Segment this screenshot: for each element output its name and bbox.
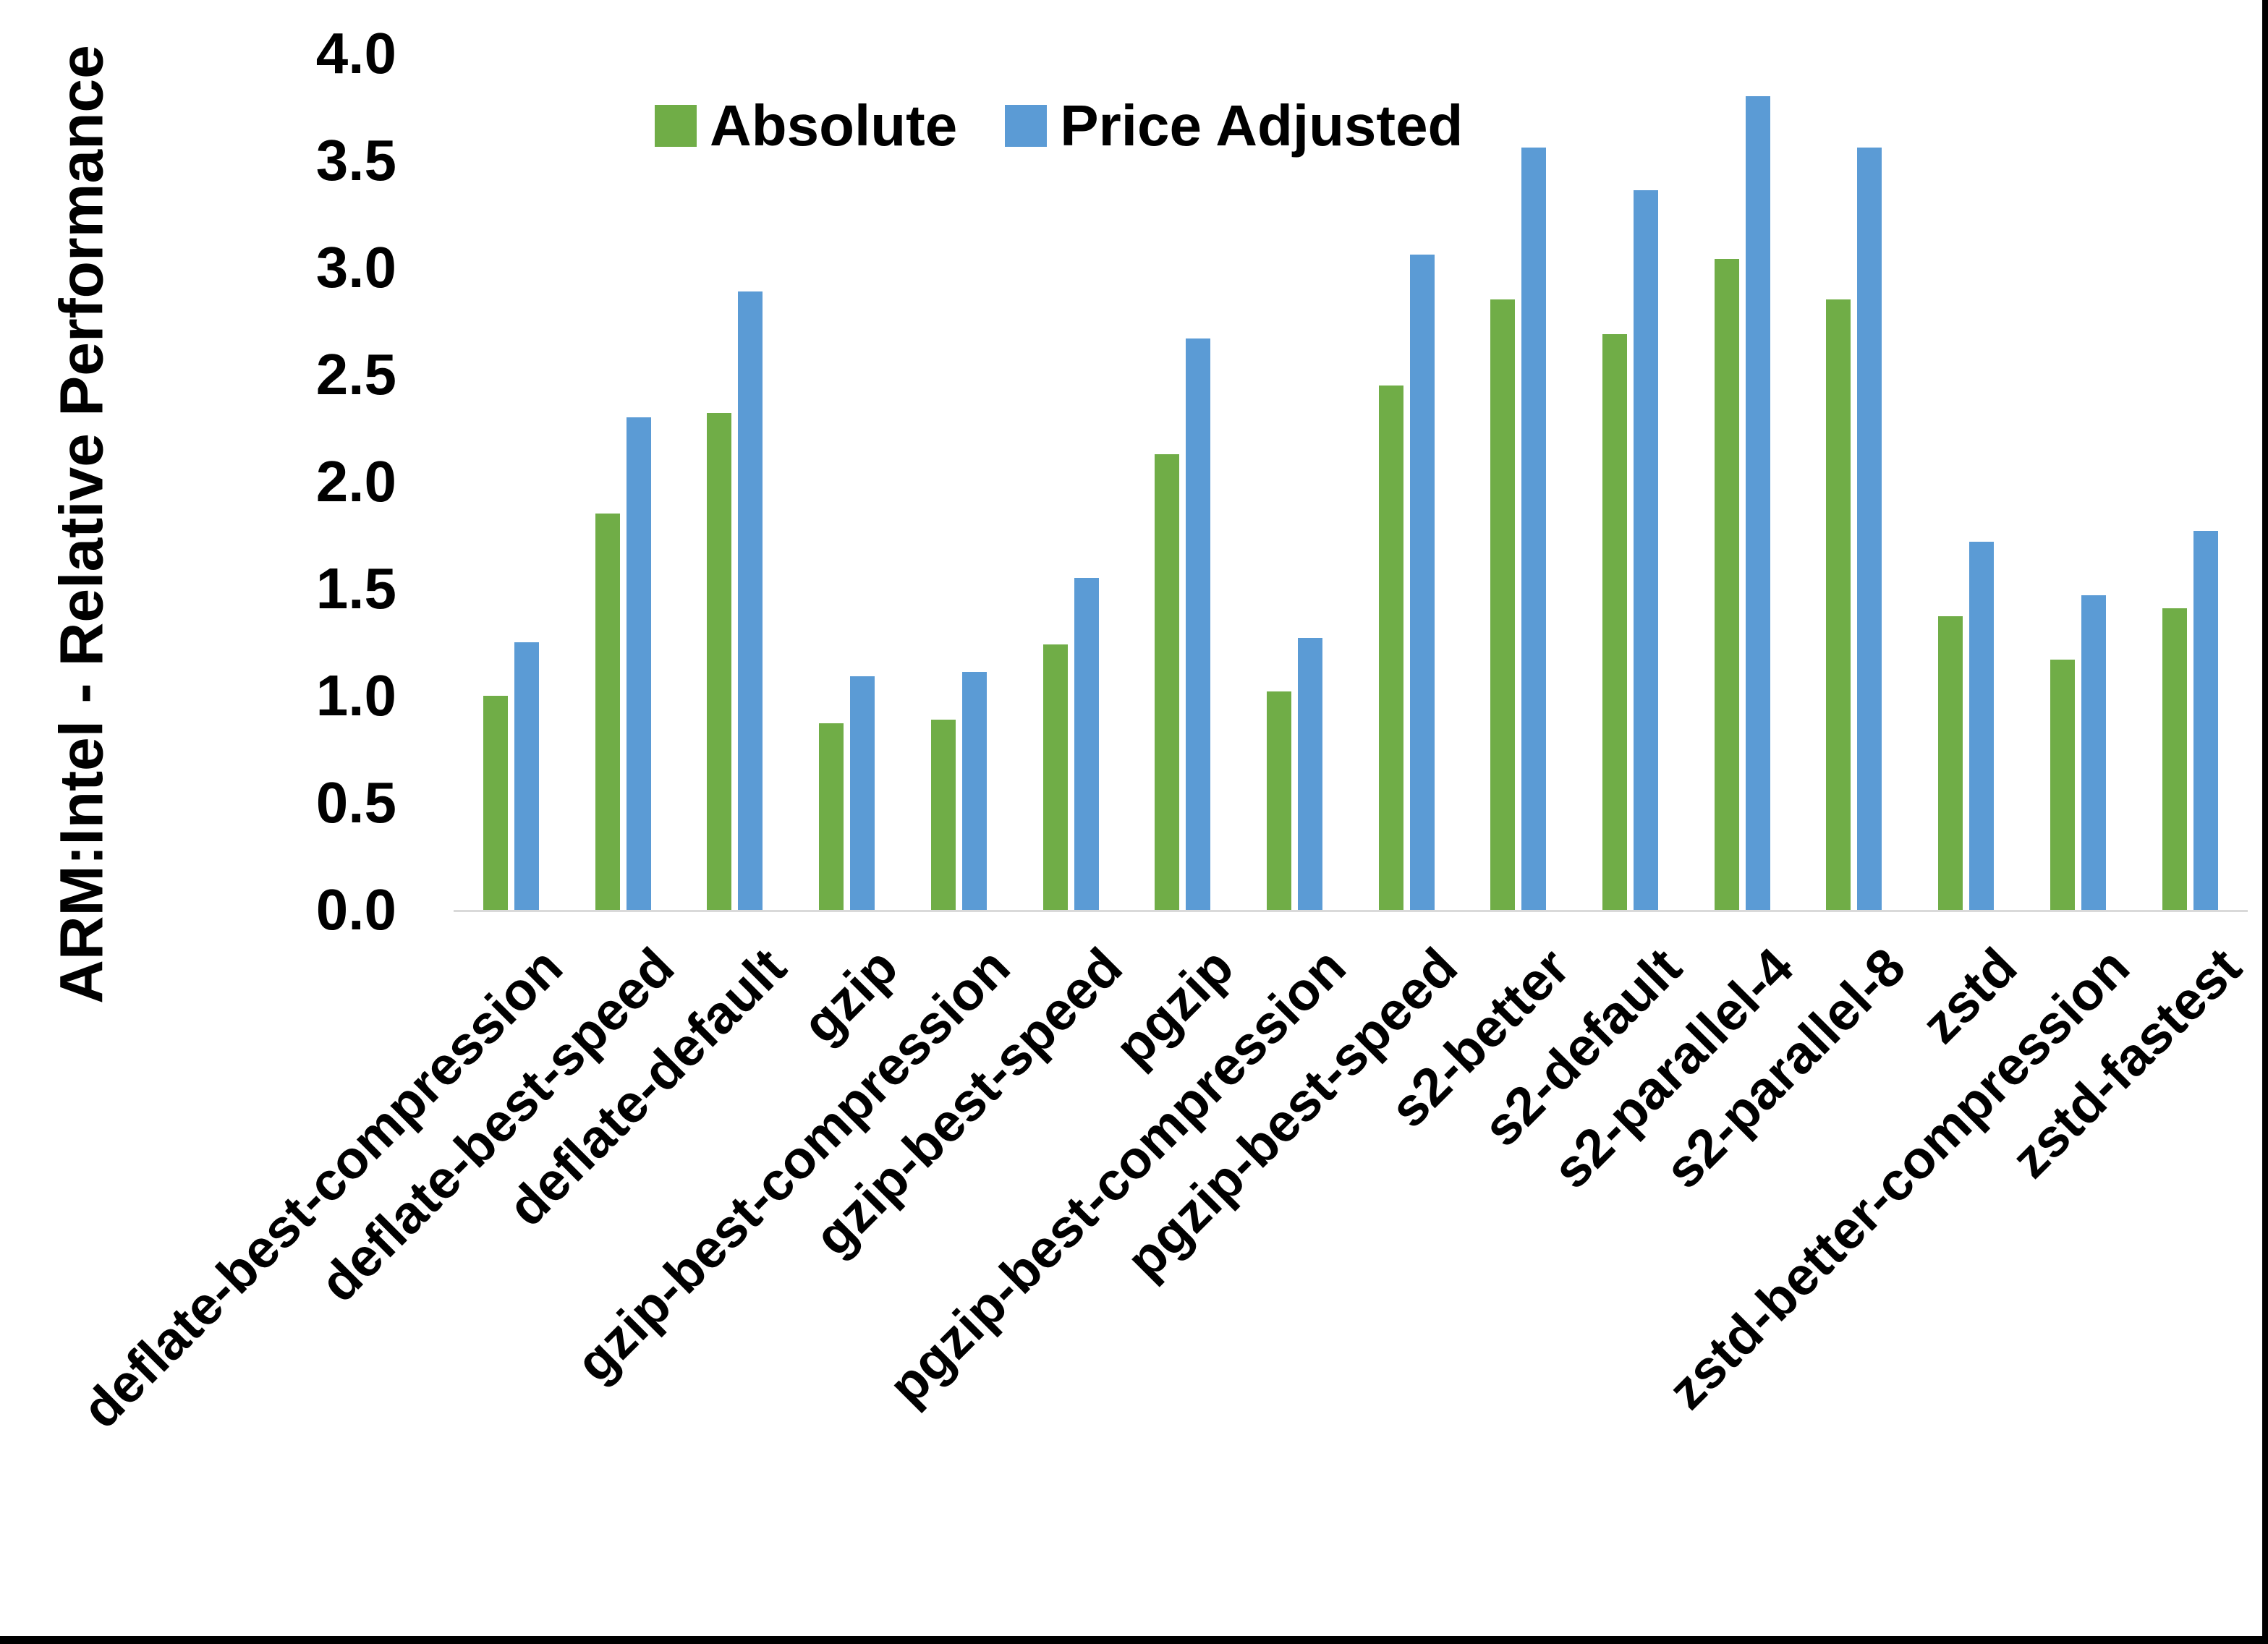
x-axis-label-deflate-best-compression: deflate-best-compression [70, 936, 574, 1440]
bar-price-adjusted-s2-parallel-4 [1746, 96, 1770, 910]
page-border-bottom [0, 1636, 2268, 1644]
legend-swatch-absolute-icon [655, 105, 697, 147]
bar-absolute-s2-parallel-4 [1715, 259, 1739, 910]
bar-price-adjusted-zstd-fastest [2193, 531, 2218, 910]
bar-absolute-s2-better [1490, 299, 1515, 910]
y-axis-tick-label: 1.0 [315, 663, 396, 728]
y-axis-tick-label: 3.5 [315, 128, 396, 192]
y-axis-tick-label: 1.5 [315, 556, 396, 621]
legend-label-price-adjusted: Price Adjusted [1060, 93, 1464, 158]
bar-price-adjusted-pgzip-best-speed [1410, 255, 1435, 910]
bar-price-adjusted-zstd-better-compression [2081, 595, 2106, 910]
bar-price-adjusted-zstd [1969, 542, 1994, 910]
x-axis-line [454, 910, 2248, 912]
bar-absolute-zstd-better-compression [2050, 660, 2075, 910]
bar-absolute-pgzip [1155, 454, 1179, 910]
bar-price-adjusted-deflate-best-speed [627, 417, 651, 910]
legend-item-price-adjusted: Price Adjusted [1005, 93, 1463, 159]
bar-price-adjusted-s2-parallel-8 [1857, 148, 1882, 910]
legend: Absolute Price Adjusted [655, 93, 1463, 159]
bar-price-adjusted-pgzip [1186, 338, 1210, 910]
bar-price-adjusted-pgzip-best-compression [1298, 638, 1322, 910]
bar-absolute-gzip-best-compression [931, 720, 956, 910]
y-axis-tick-label: 2.5 [315, 342, 396, 406]
bar-absolute-gzip [819, 723, 844, 910]
bar-absolute-zstd-fastest [2162, 608, 2187, 910]
bar-price-adjusted-gzip [850, 676, 875, 910]
legend-swatch-price-adjusted-icon [1005, 105, 1048, 147]
page-border-right [2262, 0, 2268, 1644]
bar-absolute-deflate-default [707, 413, 731, 910]
bar-absolute-deflate-best-speed [595, 514, 620, 910]
bar-price-adjusted-s2-better [1521, 148, 1546, 910]
bar-absolute-s2-default [1602, 334, 1627, 910]
y-axis-tick-label: 3.0 [315, 235, 396, 299]
bar-price-adjusted-gzip-best-compression [962, 672, 987, 910]
bar-absolute-pgzip-best-compression [1267, 691, 1291, 910]
y-axis-tick-label: 4.0 [315, 21, 396, 85]
bar-price-adjusted-gzip-best-speed [1074, 578, 1099, 910]
bar-absolute-s2-parallel-8 [1826, 299, 1851, 910]
y-axis-title: ARM:Intel - Relative Performance [47, 45, 116, 1004]
y-axis-tick-label: 2.0 [315, 449, 396, 514]
bar-price-adjusted-deflate-default [738, 291, 763, 910]
bar-price-adjusted-s2-default [1634, 190, 1658, 910]
bar-absolute-zstd [1938, 616, 1963, 910]
bar-absolute-deflate-best-compression [483, 696, 508, 910]
bar-absolute-gzip-best-speed [1043, 644, 1068, 910]
legend-item-absolute: Absolute [655, 93, 957, 159]
y-axis-tick-label: 0.5 [315, 770, 396, 835]
bar-absolute-pgzip-best-speed [1379, 386, 1403, 910]
legend-label-absolute: Absolute [710, 93, 958, 158]
bar-price-adjusted-deflate-best-compression [514, 642, 539, 910]
y-axis-tick-label: 0.0 [315, 877, 396, 942]
